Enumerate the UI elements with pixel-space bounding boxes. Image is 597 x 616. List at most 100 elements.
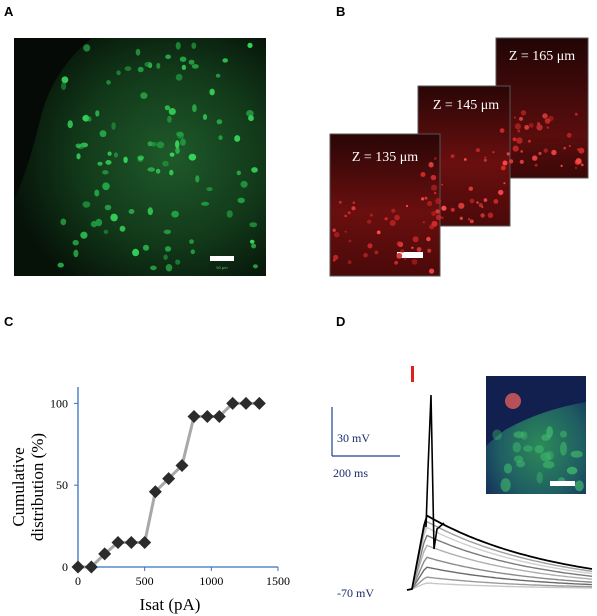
neuron-cell <box>175 259 181 265</box>
neuron-cell <box>191 64 199 69</box>
neuron-cell <box>332 258 336 262</box>
neuron-cell <box>435 209 440 214</box>
neuron-cell <box>234 135 241 142</box>
neuron-cell <box>103 229 109 234</box>
neuron-cell <box>169 152 175 157</box>
neuron-cell <box>363 253 368 258</box>
trace-suprathreshold <box>406 514 593 591</box>
neuron-cell <box>513 116 516 119</box>
neuron-cell <box>57 262 64 268</box>
neuron-cell <box>476 201 479 204</box>
neuron-cell <box>394 260 399 265</box>
neuron-cell <box>503 182 506 185</box>
neuron-cell <box>519 116 523 121</box>
x-tick-label: 1500 <box>266 574 290 588</box>
depth-label-145: Z = 145 μm <box>433 98 499 113</box>
neuron-cell <box>498 189 504 196</box>
neuron-cell <box>142 244 150 251</box>
neuron-cell <box>435 214 442 220</box>
neuron-cell <box>384 217 388 221</box>
neuron-cell <box>147 167 155 172</box>
neuron-cell <box>391 208 396 213</box>
neuron-cell <box>576 148 580 151</box>
neuron-cell <box>113 152 118 158</box>
data-point <box>239 396 253 410</box>
neuron-cell <box>481 206 484 209</box>
data-point <box>226 396 240 410</box>
neuron-cell <box>189 239 194 244</box>
neuron-cell <box>151 141 157 147</box>
panel-label-c: C <box>4 314 14 329</box>
neuron-cell <box>123 156 128 163</box>
neuron-cell <box>480 213 485 218</box>
neuron-cell <box>519 159 524 164</box>
neuron-cell <box>412 236 419 243</box>
neuron-cell <box>107 151 112 156</box>
neuron-cell <box>249 222 258 228</box>
neuron-cell <box>128 209 135 214</box>
action-potential <box>425 394 445 550</box>
x-tick-label: 1000 <box>199 574 223 588</box>
neuron-cell <box>426 236 431 242</box>
trace-subthreshold <box>406 582 593 591</box>
neuron-cell <box>536 124 543 131</box>
neuron-cell <box>534 445 544 454</box>
neuron-cell <box>431 211 436 217</box>
neuron-cell <box>171 210 179 218</box>
neuron-cell <box>492 429 502 441</box>
neuron-cell <box>83 114 89 122</box>
neuron-cell <box>106 80 111 85</box>
neuron-cell <box>167 115 172 123</box>
neuron-cell <box>430 174 437 181</box>
neuron-cell <box>376 230 381 235</box>
neuron-cell <box>502 160 508 166</box>
neuron-cell <box>347 211 351 215</box>
neuron-cell <box>520 150 523 153</box>
y-tick-label: 50 <box>56 478 68 492</box>
neuron-cell <box>543 148 548 153</box>
y-tick-label: 0 <box>62 560 68 574</box>
x-axis-label: Isat (pA) <box>140 595 201 614</box>
stimulus-marker <box>411 366 414 382</box>
neuron-cell <box>94 189 100 197</box>
neuron-cell <box>537 122 541 126</box>
series-line <box>78 401 260 569</box>
scale-voltage-label: 30 mV <box>337 431 370 445</box>
neuron-cell <box>61 76 69 84</box>
neuron-cell <box>155 168 161 174</box>
neuron-cell <box>201 201 210 206</box>
neuron-cell <box>389 220 396 226</box>
scale-time-label: 200 ms <box>333 466 368 480</box>
neuron-cell <box>500 478 511 492</box>
neuron-cell <box>206 187 213 192</box>
neuron-cell <box>574 112 578 116</box>
data-point <box>98 547 112 561</box>
neuron-cell <box>247 42 253 49</box>
neuron-cell <box>60 218 67 226</box>
neuron-cell <box>226 210 233 218</box>
neuron-cell <box>116 70 121 76</box>
neuron-cell <box>76 153 81 160</box>
neuron-cell <box>492 151 495 154</box>
neuron-cell <box>441 216 444 220</box>
data-point <box>111 535 125 549</box>
neuron-cell <box>348 239 352 243</box>
neuron-cell <box>236 170 241 176</box>
trace-subthreshold <box>406 520 593 591</box>
neuron-cell <box>367 243 373 249</box>
neuron-cell <box>411 246 414 249</box>
neuron-cell <box>566 466 578 475</box>
neuron-cell <box>333 254 339 260</box>
neuron-cell <box>249 239 255 244</box>
neuron-cell <box>536 471 543 484</box>
neuron-cell <box>137 66 144 73</box>
neuron-cell <box>95 218 103 227</box>
neuron-cell <box>140 92 148 99</box>
neuron-cell <box>433 157 437 160</box>
x-tick-label: 0 <box>75 574 81 588</box>
depth-label-135: Z = 135 μm <box>352 150 418 165</box>
neuron-cell <box>156 141 165 149</box>
neuron-cell <box>428 162 434 168</box>
neuron-cell <box>468 186 473 191</box>
neuron-cell <box>560 430 567 438</box>
